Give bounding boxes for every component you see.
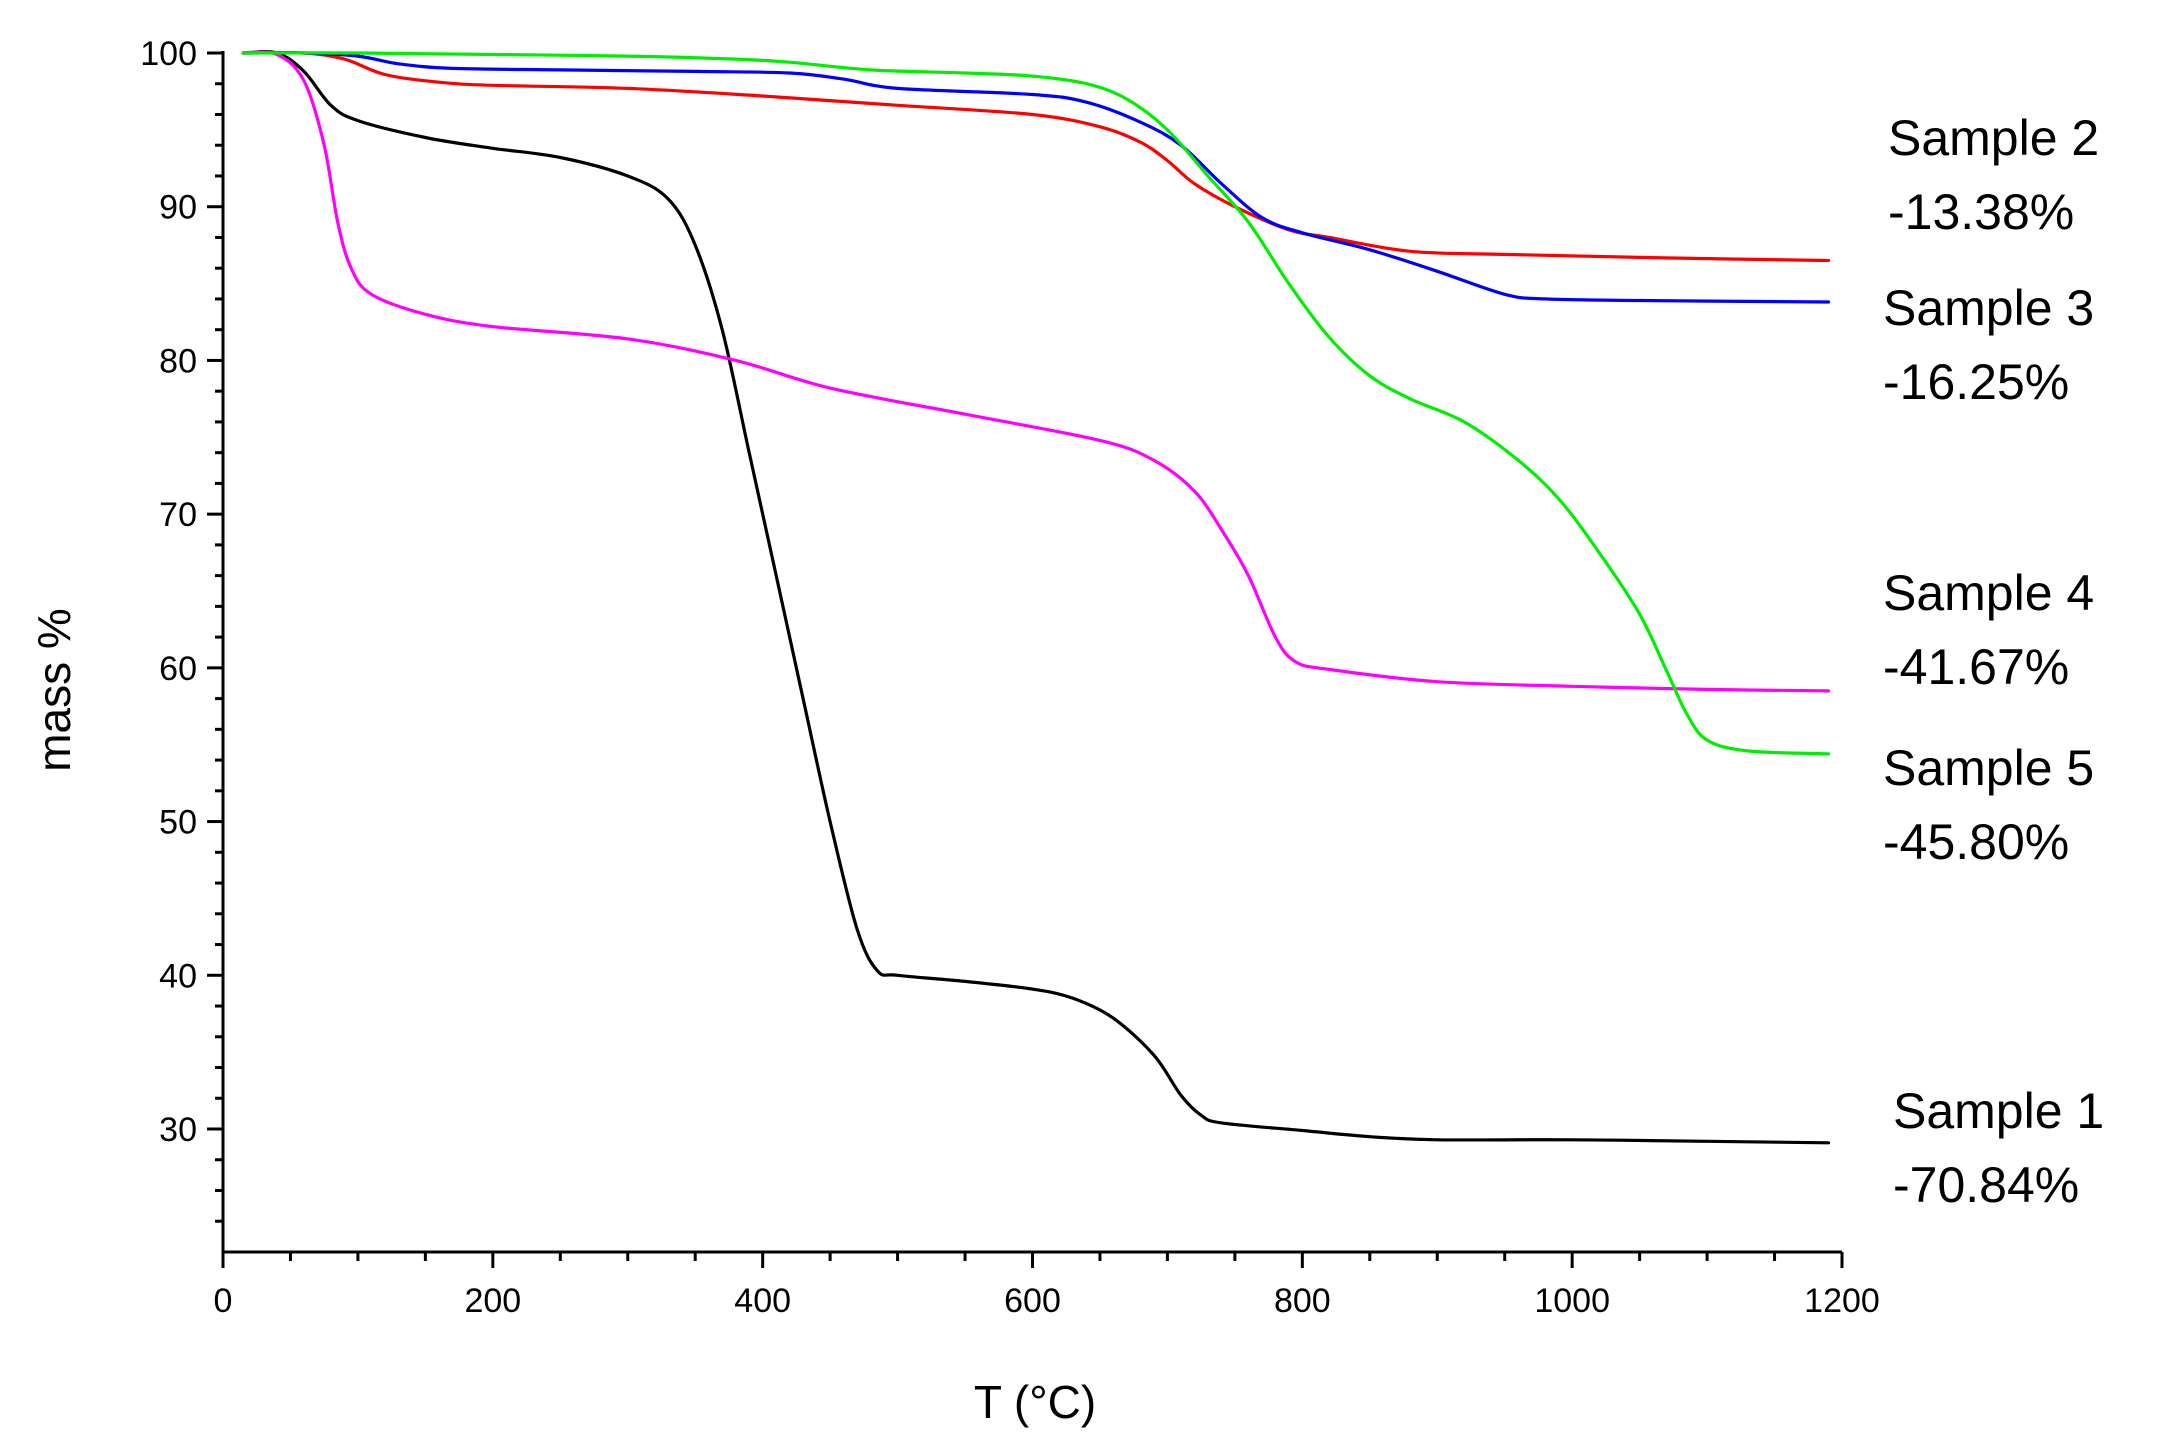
sample-4-label: Sample 4 [1883,565,2094,621]
sample-3-label: Sample 3 [1883,280,2094,336]
y-tick-label: 50 [159,804,197,842]
x-tick-label: 600 [1004,1282,1061,1320]
y-axis-title: mass % [28,608,80,772]
sample-2-line [241,50,1831,263]
sample-5-line [241,51,1831,756]
y-tick-label: 60 [159,650,197,688]
sample-4-line [241,50,1831,693]
y-tick-label: 30 [159,1111,197,1149]
series-layer [241,50,1831,1145]
x-tick-label: 0 [214,1282,233,1320]
sample-3-loss-value: -16.25% [1883,354,2069,410]
sample-1-label: Sample 1 [1893,1083,2104,1139]
y-tick-label: 100 [140,35,197,73]
sample-5-label: Sample 5 [1883,740,2094,796]
x-axis-title: T (°C) [974,1376,1096,1428]
sample-5-loss-value: -45.80% [1883,814,2069,870]
sample-1-loss-value: -70.84% [1893,1157,2079,1213]
sample-3-line [241,51,1831,304]
sample-1-line [241,50,1831,1145]
x-tick-label: 200 [464,1282,521,1320]
x-tick-label: 400 [734,1282,791,1320]
sample-4-loss-value: -41.67% [1883,639,2069,695]
y-tick-label: 90 [159,189,197,227]
x-tick-label: 1000 [1534,1282,1610,1320]
x-tick-label: 1200 [1804,1282,1880,1320]
sample-2-loss-value: -13.38% [1888,184,2074,240]
y-tick-label: 80 [159,342,197,380]
y-tick-label: 40 [159,957,197,995]
x-tick-label: 800 [1274,1282,1331,1320]
y-tick-label: 70 [159,496,197,534]
annotation-layer: Sample 2 -13.38% Sample 3 -16.25% Sample 4 -4… [1883,110,2104,1213]
sample-2-label: Sample 2 [1888,110,2099,166]
